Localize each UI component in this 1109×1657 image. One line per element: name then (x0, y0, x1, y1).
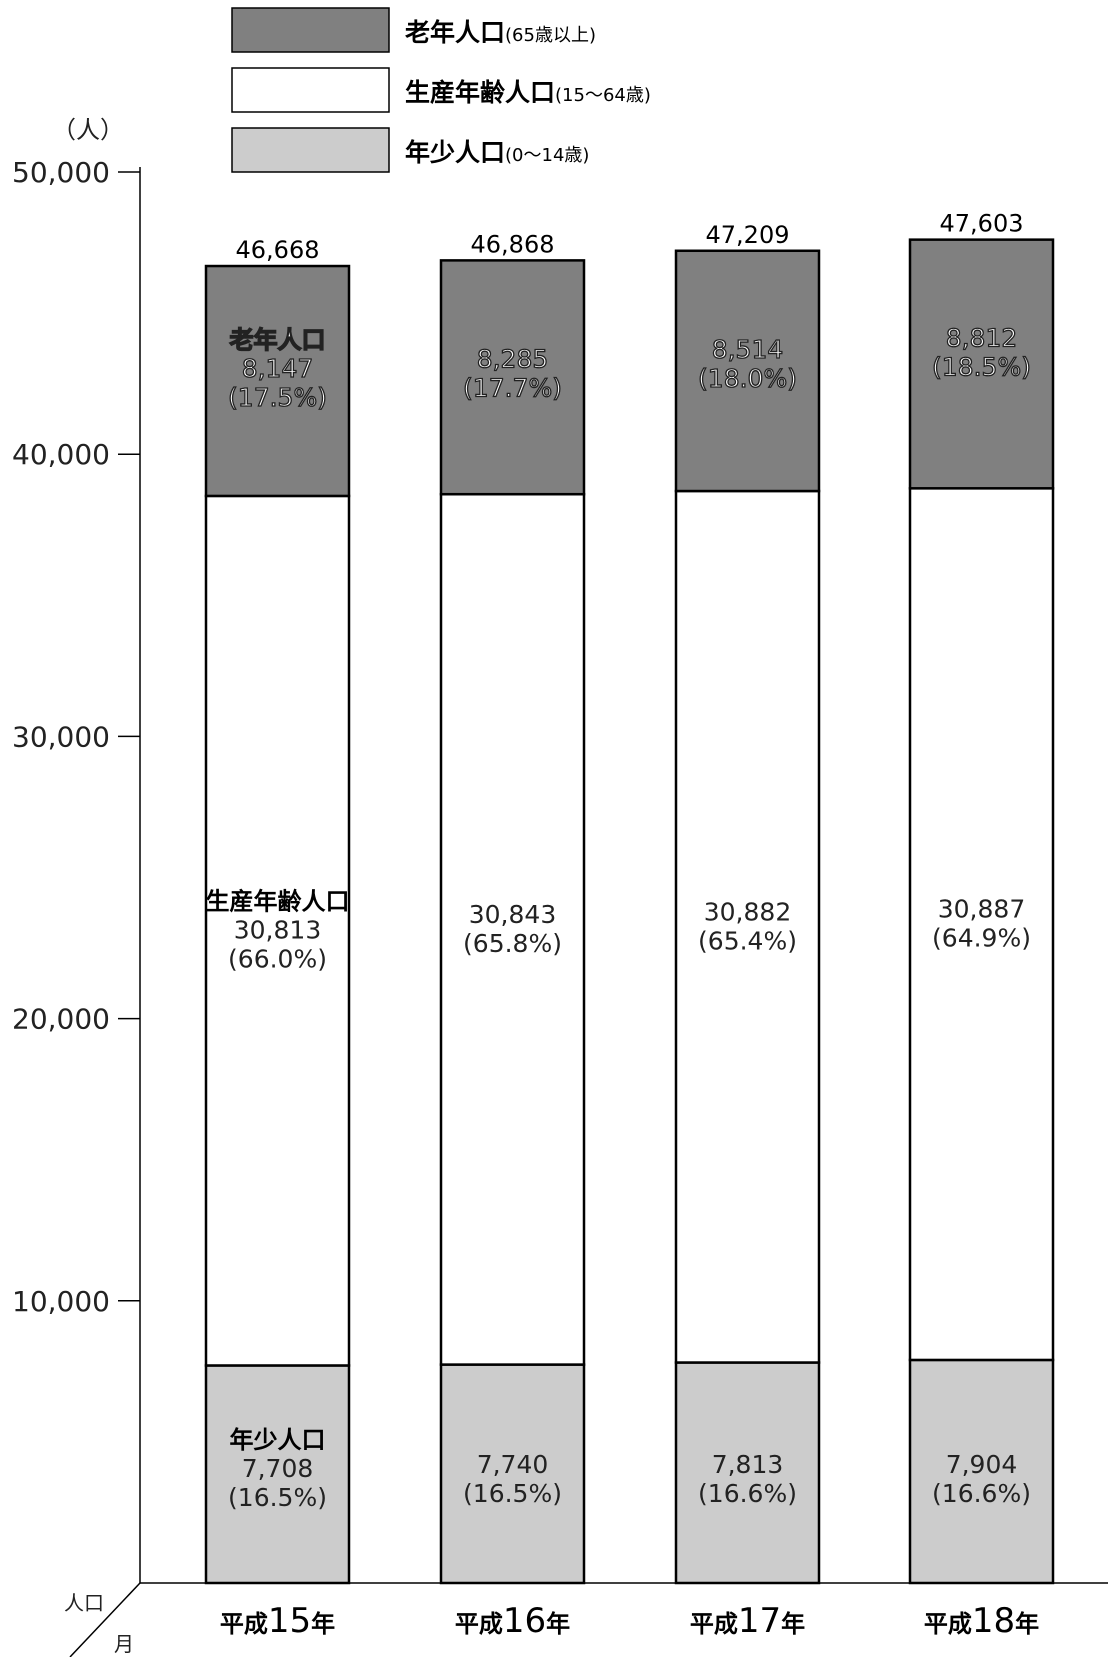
segment-percent-label: (65.4%) (698, 926, 797, 955)
legend-label: 老年人口(65歳以上) (405, 18, 596, 47)
bar-segment (674, 489, 821, 1364)
segment-value-label: 30,882 (704, 897, 791, 926)
segment-value-label: 30,813 (234, 916, 321, 945)
segment-percent-label: (18.5%) (932, 353, 1031, 382)
segment-percent-label: (16.6%) (698, 1479, 797, 1508)
bar-segment (439, 1363, 586, 1585)
x-tick-label: 平成15年 (220, 1601, 335, 1641)
legend-label: 年少人口(0～14歳) (405, 138, 589, 167)
bar-segment (439, 259, 586, 496)
legend-item: 年少人口(0～14歳) (231, 127, 589, 173)
segment-percent-label: (65.8%) (463, 929, 562, 958)
legend-swatch (231, 127, 390, 173)
corner-label-population: 人口 (64, 1591, 104, 1615)
segment-value-label: 8,812 (946, 324, 1018, 353)
segment-percent-label: (64.9%) (932, 924, 1031, 953)
segment-percent-label: (18.0%) (698, 364, 797, 393)
segment-value-label: 8,285 (477, 344, 549, 373)
segment-value-label: 8,514 (712, 335, 784, 364)
bar-total-label: 47,209 (706, 221, 790, 249)
y-tick-label: 20,000 (12, 1003, 110, 1036)
segment-value-label: 7,740 (477, 1450, 549, 1479)
bar-segment (439, 492, 586, 1366)
segment-percent-label: (16.6%) (932, 1479, 1031, 1508)
segment-value-label: 30,887 (938, 895, 1025, 924)
segment-percent-label: (17.7%) (463, 373, 562, 402)
segment-percent-label: (16.5%) (228, 1483, 327, 1512)
segment-value-label: 7,904 (946, 1450, 1018, 1479)
segment-name-label: 年少人口 (230, 1426, 326, 1454)
bar-total-label: 47,603 (940, 210, 1024, 238)
y-tick-label: 10,000 (12, 1285, 110, 1318)
corner-label-month: 月 (114, 1632, 134, 1656)
segment-value-label: 30,843 (469, 900, 556, 929)
corner-divider (69, 1582, 141, 1657)
segment-value-label: 7,813 (712, 1450, 784, 1479)
x-axis-labels: 平成15年 平成16年 平成17年 平成18年 (220, 1601, 1039, 1641)
segment-value-label: 7,708 (242, 1454, 314, 1483)
bar-segment (204, 264, 351, 498)
bar-segment (674, 1361, 821, 1585)
segment-name-label: 老年人口 (230, 326, 326, 354)
bars: 年少人口7,708(16.5%)生産年齢人口30,813(66.0%)老年人口8… (204, 210, 1055, 1585)
y-tick-label: 40,000 (12, 438, 110, 471)
x-tick-label: 平成18年 (924, 1601, 1039, 1641)
bar-segment (908, 487, 1055, 1362)
bar-segment (204, 1364, 351, 1585)
segment-percent-label: (66.0%) (228, 945, 327, 974)
bar-segment (674, 249, 821, 493)
legend-item: 生産年齢人口(15～64歳) (231, 67, 651, 113)
legend-swatch (231, 67, 390, 113)
y-tick-label: 50,000 (12, 156, 110, 189)
axes: （人） 10,000 20,000 30,000 40,000 50,000 人口月 (12, 116, 1108, 1657)
y-tick-label: 30,000 (12, 720, 110, 753)
segment-name-label: 生産年齢人口 (206, 888, 350, 916)
y-axis-unit-label: （人） (52, 116, 124, 144)
legend-label: 生産年齢人口(15～64歳) (405, 78, 651, 107)
bar-segment (908, 238, 1055, 490)
x-tick-label: 平成17年 (690, 1601, 805, 1641)
bar-total-label: 46,868 (471, 230, 555, 258)
x-tick-label: 平成16年 (455, 1601, 570, 1641)
legend-item: 老年人口(65歳以上) (231, 7, 596, 53)
legend-swatch (231, 7, 390, 53)
legend: 老年人口(65歳以上) 生産年齢人口(15～64歳) 年少人口(0～14歳) (231, 7, 651, 173)
segment-percent-label: (16.5%) (463, 1479, 562, 1508)
bar-segment (908, 1358, 1055, 1585)
segment-percent-label: (17.5%) (228, 383, 327, 412)
segment-value-label: 8,147 (242, 354, 314, 383)
bar-total-label: 46,668 (236, 236, 320, 264)
